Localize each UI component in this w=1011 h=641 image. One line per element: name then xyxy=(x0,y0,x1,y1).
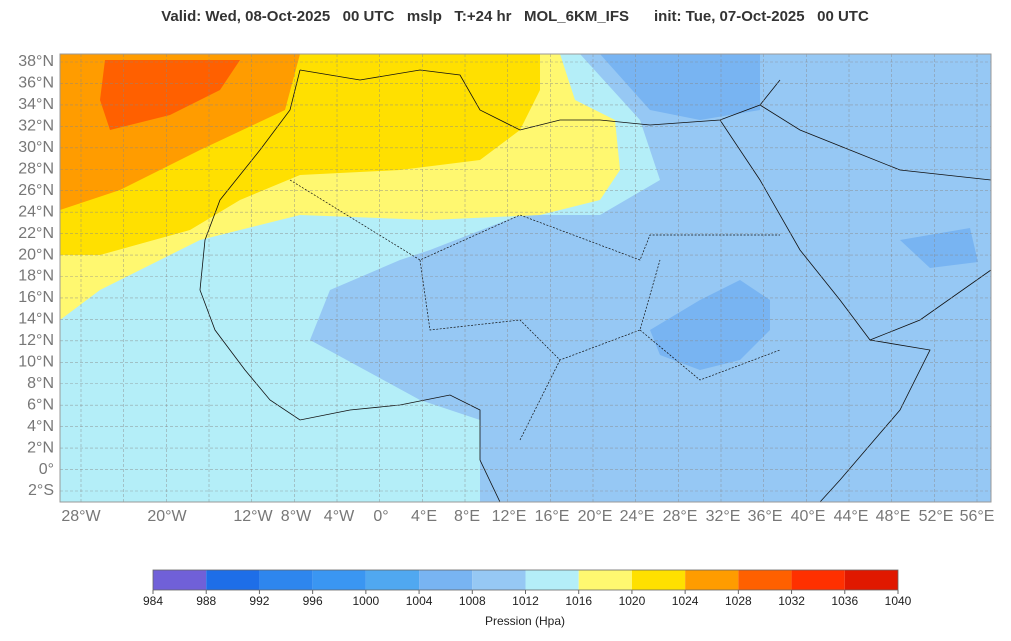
border xyxy=(289,179,781,441)
map xyxy=(60,54,991,502)
lat-label: 2°S xyxy=(28,482,54,499)
colorbar-tick-label: 1024 xyxy=(672,594,699,608)
pressure-area xyxy=(100,60,240,130)
lat-label: 26°N xyxy=(18,182,54,199)
lat-label: 0° xyxy=(39,461,54,478)
lat-label: 2°N xyxy=(27,439,54,456)
colorbar-segment xyxy=(206,570,260,590)
lat-label: 8°N xyxy=(27,375,54,392)
colorbar-segment xyxy=(791,570,845,590)
lon-label: 28°W xyxy=(61,508,101,525)
lon-label: 0° xyxy=(373,508,388,525)
lat-label: 34°N xyxy=(18,96,54,113)
lat-label: 14°N xyxy=(18,311,54,328)
pressure-area xyxy=(600,54,760,120)
lat-label: 30°N xyxy=(18,139,54,156)
axis-labels: 38°N 36°N 34°N 32°N 30°N 28°N 26°N 24°N 22°N 20°N… xyxy=(18,53,994,525)
lon-label: 52°E xyxy=(919,508,954,525)
colorbar-segment xyxy=(844,570,898,590)
lat-label: 18°N xyxy=(18,268,54,285)
lon-label: 16°E xyxy=(535,508,570,525)
colorbar-segment xyxy=(738,570,792,590)
colorbar-tick-label: 996 xyxy=(303,594,323,608)
lat-label: 24°N xyxy=(18,203,54,220)
lon-label: 36°E xyxy=(748,508,783,525)
lon-label: 12°W xyxy=(233,508,273,525)
colorbar-tick-label: 1032 xyxy=(778,594,805,608)
lat-label: 10°N xyxy=(18,354,54,371)
lat-label: 38°N xyxy=(18,53,54,70)
colorbar-label: Pression (Hpa) xyxy=(485,614,565,628)
lon-label: 4°W xyxy=(324,508,355,525)
lon-label: 12°E xyxy=(492,508,527,525)
map-frame xyxy=(59,53,992,503)
coastline xyxy=(199,69,501,502)
colorbar-tick-label: 1040 xyxy=(885,594,912,608)
pressure-area xyxy=(310,54,991,502)
lon-label: 40°E xyxy=(791,508,826,525)
lat-label: 16°N xyxy=(18,289,54,306)
colorbar-tick-label: 1012 xyxy=(512,594,539,608)
colorbar-segment xyxy=(525,570,579,590)
colorbar-segment xyxy=(419,570,473,590)
colorbar-tick-label: 1020 xyxy=(619,594,646,608)
lon-label: 20°W xyxy=(147,508,187,525)
lon-label: 8°W xyxy=(281,508,312,525)
lat-label: 32°N xyxy=(18,118,54,135)
coastline xyxy=(759,104,991,341)
lon-label: 28°E xyxy=(663,508,698,525)
colorbar-segment xyxy=(365,570,420,590)
lon-label: 48°E xyxy=(876,508,911,525)
lat-label: 4°N xyxy=(27,418,54,435)
colorbar-tick-label: 1036 xyxy=(831,594,858,608)
colorbar-tick-label: 1004 xyxy=(406,594,433,608)
lat-label: 36°N xyxy=(18,75,54,92)
lat-label: 22°N xyxy=(18,225,54,242)
colorbar-segment xyxy=(153,570,207,590)
lat-label: 6°N xyxy=(27,396,54,413)
pressure-area xyxy=(650,280,770,370)
lon-label: 56°E xyxy=(960,508,995,525)
colorbar-tick-label: 988 xyxy=(196,594,216,608)
lon-label: 44°E xyxy=(834,508,869,525)
pressure-area xyxy=(900,228,978,268)
lat-label: 12°N xyxy=(18,332,54,349)
lat-label: 20°N xyxy=(18,246,54,263)
colorbar-segment xyxy=(578,570,632,590)
title: Valid: Wed, 08-Oct-2025 00 UTC mslp T:+2… xyxy=(161,8,869,25)
lon-label: 20°E xyxy=(578,508,613,525)
colorbar-tick-label: 1000 xyxy=(353,594,380,608)
lon-label: 4°E xyxy=(411,508,437,525)
gridlines xyxy=(60,54,991,502)
colorbar-tick-label: 1028 xyxy=(725,594,752,608)
colorbar-tick-label: 1008 xyxy=(459,594,486,608)
colorbar-segment xyxy=(685,570,739,590)
lon-label: 8°E xyxy=(454,508,480,525)
lon-label: 24°E xyxy=(620,508,655,525)
colorbar-segment xyxy=(259,570,313,590)
colorbar-tick-label: 992 xyxy=(249,594,269,608)
colorbar-segment xyxy=(631,570,686,590)
lat-label: 28°N xyxy=(18,160,54,177)
colorbar-segment xyxy=(312,570,366,590)
colorbar-segment xyxy=(472,570,526,590)
lon-label: 32°E xyxy=(706,508,741,525)
colorbar: 984 988 992 996 1000 1004 1008 1012 1016 1020 1024… xyxy=(143,569,912,608)
colorbar-tick-label: 984 xyxy=(143,594,163,608)
colorbar-tick-label: 1016 xyxy=(565,594,592,608)
coastline xyxy=(299,69,781,131)
